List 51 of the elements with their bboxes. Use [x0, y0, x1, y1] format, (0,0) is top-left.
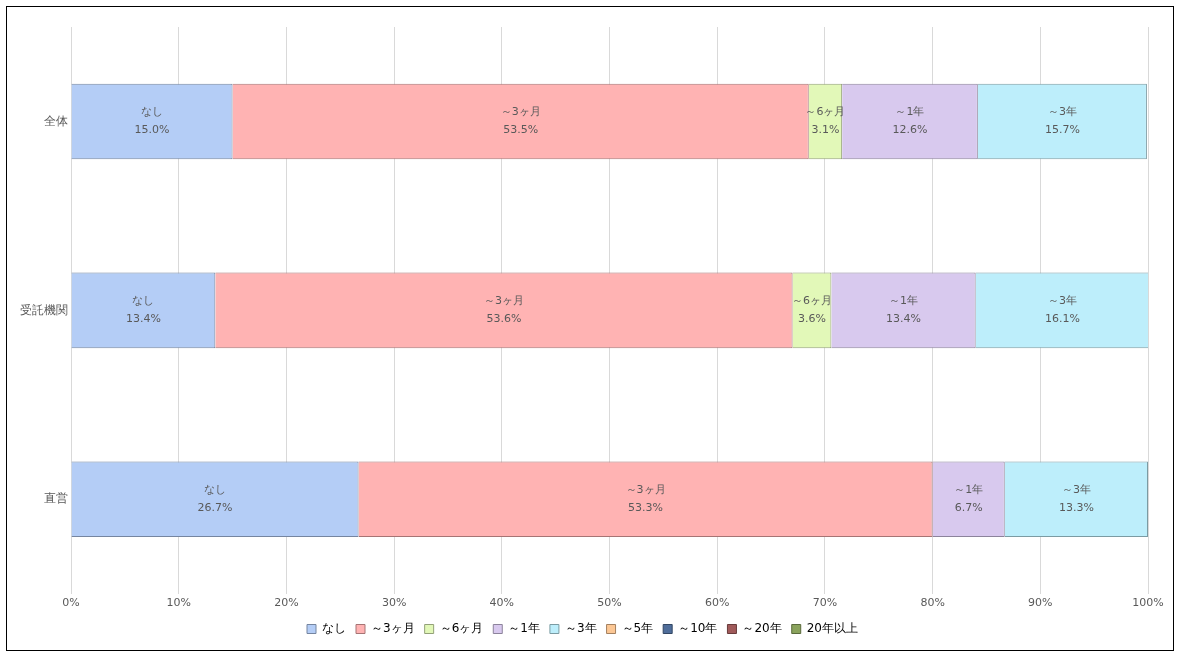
text: ～3年 [1061, 483, 1091, 497]
legend-label: ～1年 [508, 621, 540, 636]
legend-label: ～10年 [678, 621, 718, 636]
data-label: 15.0% [134, 123, 170, 137]
x-tick-label: 50% [597, 596, 622, 610]
data-label: 13.4% [125, 312, 161, 326]
x-tick-label: 90% [1028, 596, 1053, 610]
legend-label: 20年以上 [806, 621, 858, 636]
legend-label: ～5年 [621, 621, 654, 636]
text: ～3年 [1047, 105, 1077, 119]
x-tick-label: 40% [489, 596, 515, 610]
data-label: 3.6% [798, 312, 826, 326]
x-tick-label: 10% [166, 596, 191, 610]
legend-label: ～20年 [742, 621, 782, 636]
text: なし [141, 105, 164, 119]
legend-label: ～3ヶ月 [371, 621, 415, 636]
data-label: 53.5% [503, 123, 539, 137]
data-label: 3.1% [811, 123, 840, 137]
text: ～1年 [889, 294, 919, 308]
text: ～3ヶ月 [500, 105, 541, 119]
text: なし [204, 483, 227, 497]
data-label: 13.3% [1058, 501, 1094, 515]
text: ～3年 [1047, 294, 1077, 308]
data-label: 12.6% [892, 123, 928, 137]
x-tick-label: 20% [274, 596, 299, 610]
data-label: 53.6% [486, 312, 522, 326]
text: ～6ヶ月 [791, 294, 832, 308]
text: ～3ヶ月 [625, 483, 666, 497]
y-tick-label: 受託機関 [20, 302, 68, 317]
legend-label: なし [322, 621, 347, 636]
legend-label: ～3年 [564, 621, 597, 636]
x-tick-label: 100% [1132, 596, 1164, 610]
x-tick-label: 70% [812, 596, 838, 610]
data-label: 15.7% [1044, 123, 1080, 137]
data-label: 6.7% [954, 501, 983, 515]
x-tick-label: 0% [62, 596, 80, 610]
data-label: 16.1% [1044, 312, 1080, 326]
text: ～1年 [895, 105, 925, 119]
legend-label: ～6ヶ月 [439, 621, 484, 636]
x-tick-label: 60% [704, 596, 730, 610]
text: ～6ヶ月 [805, 105, 846, 119]
x-tick-label: 80% [920, 596, 945, 610]
data-label: 53.3% [628, 501, 664, 515]
y-tick-label: 直営 [44, 491, 68, 506]
y-tick-label: 全体 [44, 113, 68, 128]
data-label: 13.4% [886, 312, 921, 326]
data-label: 26.7% [197, 501, 233, 515]
text: ～3ヶ月 [483, 294, 524, 308]
text: ～1年 [954, 483, 984, 497]
x-tick-label: 30% [381, 596, 407, 610]
text: なし [132, 294, 155, 308]
